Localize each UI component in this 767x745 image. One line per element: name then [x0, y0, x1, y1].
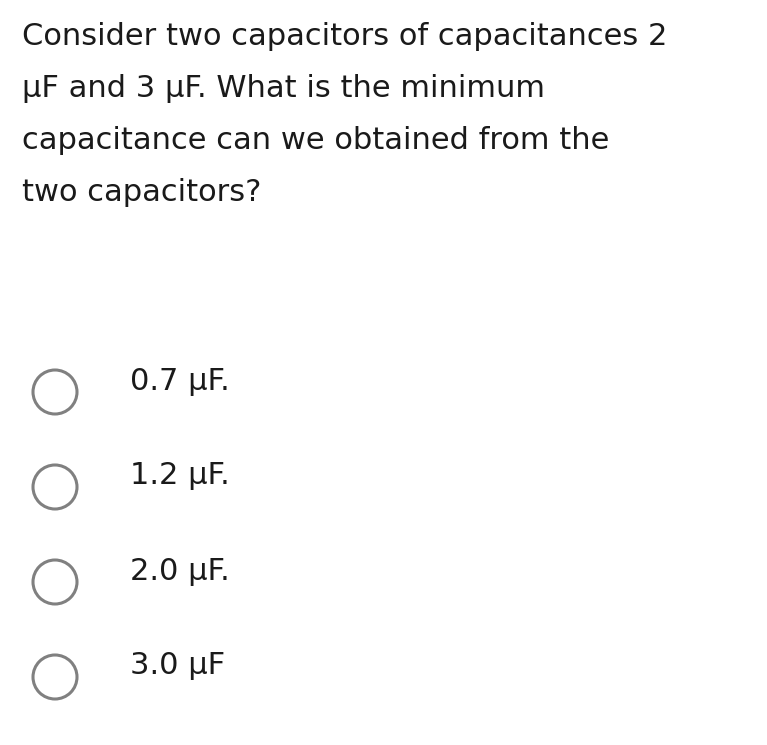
Text: μF and 3 μF. What is the minimum: μF and 3 μF. What is the minimum [22, 74, 545, 103]
Text: capacitance can we obtained from the: capacitance can we obtained from the [22, 126, 609, 155]
Text: 0.7 μF.: 0.7 μF. [130, 367, 230, 396]
Text: 1.2 μF.: 1.2 μF. [130, 461, 230, 490]
Text: Consider two capacitors of capacitances 2: Consider two capacitors of capacitances … [22, 22, 667, 51]
Text: 2.0 μF.: 2.0 μF. [130, 557, 230, 586]
Text: two capacitors?: two capacitors? [22, 178, 262, 207]
Text: 3.0 μF: 3.0 μF [130, 651, 225, 680]
